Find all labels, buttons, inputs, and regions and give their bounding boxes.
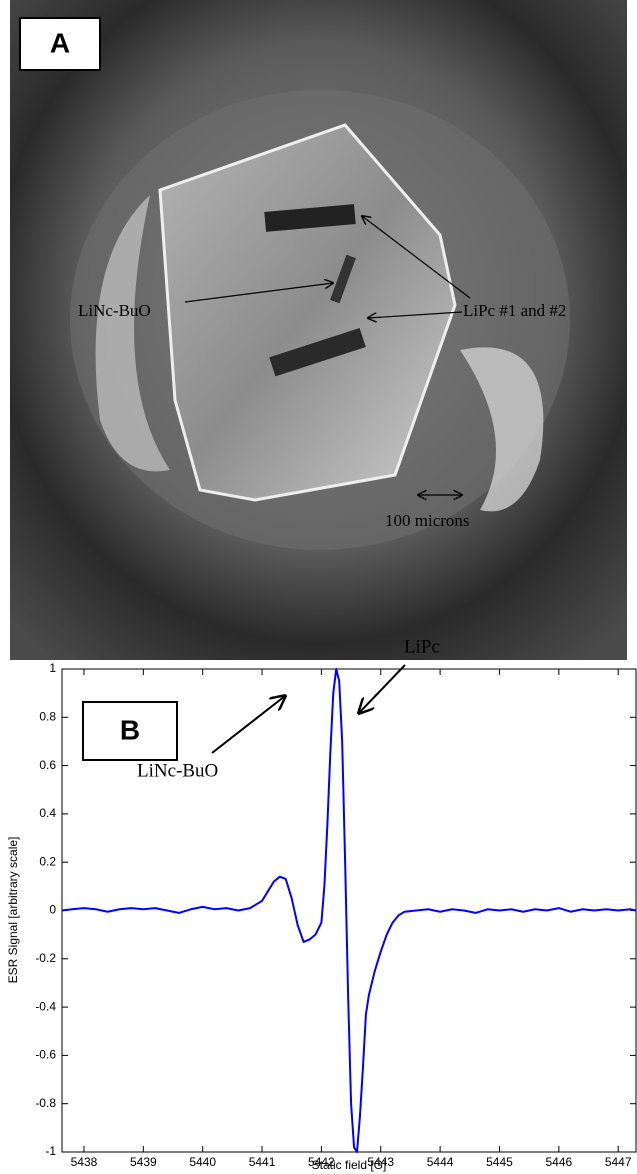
x-tick-label: 5445 (486, 1155, 513, 1169)
photo-sample (269, 327, 366, 377)
y-tick-label: 0 (49, 903, 56, 917)
x-tick-label: 5447 (605, 1155, 632, 1169)
photo-reflection (460, 347, 544, 512)
photo-reflection (95, 195, 170, 472)
arrow (362, 216, 471, 299)
x-tick-label: 5440 (189, 1155, 216, 1169)
panel-box (19, 17, 101, 71)
y-tick-label: 0.4 (39, 806, 56, 820)
y-tick-label: -1 (45, 1144, 56, 1158)
photo: A LiNc-BuO LiPc #1 and #2 100 microns (10, 0, 627, 660)
x-tick-label: 5443 (367, 1155, 394, 1169)
photo-crystal (158, 123, 457, 502)
annotation: LiNc-BuO (78, 301, 151, 320)
annotation: LiPc (404, 636, 440, 657)
x-tick-label: 5441 (249, 1155, 276, 1169)
y-tick-label: 0.2 (39, 854, 56, 868)
x-tick-label: 5444 (427, 1155, 454, 1169)
y-tick-label: -0.8 (35, 1096, 56, 1110)
x-tick-label: 5438 (71, 1155, 98, 1169)
arrow (368, 311, 463, 318)
y-tick-label: -0.2 (35, 951, 56, 965)
y-axis-label: ESR Signal [arbitrary scale] (6, 837, 20, 984)
annotation: LiNc-BuO (137, 760, 218, 781)
annotation: 100 microns (385, 511, 470, 530)
y-tick-label: 1 (49, 661, 56, 675)
data-line (61, 668, 637, 1153)
x-tick-label: 5442 (308, 1155, 335, 1169)
photo-sample (330, 254, 356, 304)
y-tick-label: 0.6 (39, 758, 56, 772)
annotation: LiPc #1 and #2 (463, 301, 566, 320)
arrow (211, 696, 285, 754)
x-tick-label: 5439 (130, 1155, 157, 1169)
x-tick-label: 5446 (545, 1155, 572, 1169)
panel-box (82, 701, 178, 761)
arrow (184, 283, 333, 303)
y-tick-label: -0.6 (35, 1048, 56, 1062)
x-axis-label: Static field [G] (312, 1158, 387, 1172)
arrow (359, 664, 406, 713)
y-tick-label: 0.8 (39, 709, 56, 723)
panel-label: B (120, 714, 140, 745)
panel-label: A (50, 27, 70, 58)
photo-sample (264, 204, 356, 232)
y-tick-label: -0.4 (35, 999, 56, 1013)
